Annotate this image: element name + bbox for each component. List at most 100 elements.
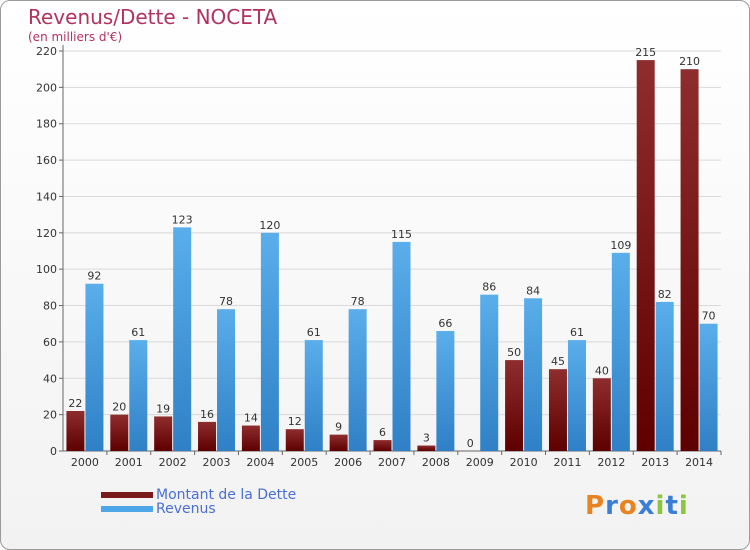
data-label-dette: 9 — [335, 421, 342, 434]
bar-revenus — [655, 301, 674, 451]
data-label-dette: 0 — [467, 437, 474, 450]
y-tick-label: 0 — [50, 445, 57, 458]
data-label-dette: 45 — [551, 355, 565, 368]
data-label-revenus: 82 — [658, 288, 672, 301]
x-tick-label: 2010 — [510, 456, 538, 469]
data-label-revenus: 109 — [610, 239, 631, 252]
legend-item-dette: Montant de la Dette — [101, 487, 297, 503]
x-tick-label: 2002 — [159, 456, 187, 469]
data-label-dette: 215 — [635, 46, 656, 59]
data-label-dette: 12 — [288, 415, 302, 428]
bar-dette — [241, 425, 260, 451]
legend-item-revenus: Revenus — [101, 501, 216, 517]
y-tick-label: 160 — [36, 154, 57, 167]
data-label-dette: 19 — [156, 402, 170, 415]
y-tick-label: 180 — [36, 118, 57, 131]
x-tick-label: 2012 — [597, 456, 625, 469]
data-label-revenus: 120 — [259, 219, 280, 232]
logo-letter: o — [618, 491, 638, 521]
y-tick-label: 80 — [43, 300, 57, 313]
data-label-revenus: 92 — [87, 270, 101, 283]
y-tick-label: 20 — [43, 409, 57, 422]
y-tick-label: 140 — [36, 190, 57, 203]
x-tick-label: 2000 — [71, 456, 99, 469]
data-label-revenus: 86 — [482, 281, 496, 294]
bar-dette — [548, 369, 567, 451]
x-tick-label: 2013 — [641, 456, 669, 469]
bar-revenus — [524, 298, 543, 451]
bar-dette — [285, 429, 304, 451]
data-label-dette: 3 — [423, 432, 430, 445]
bar-revenus — [611, 252, 630, 451]
data-label-revenus: 70 — [702, 310, 716, 323]
logo-letter: i — [678, 491, 689, 521]
data-label-dette: 20 — [112, 401, 126, 414]
bar-dette — [110, 414, 129, 451]
data-label-dette: 16 — [200, 408, 214, 421]
y-tick-label: 220 — [36, 45, 57, 58]
data-label-dette: 50 — [507, 346, 521, 359]
x-tick-label: 2003 — [203, 456, 231, 469]
bar-revenus — [567, 340, 586, 451]
legend-label-revenus: Revenus — [156, 501, 216, 517]
legend-label-dette: Montant de la Dette — [156, 487, 297, 503]
x-tick-label: 2009 — [466, 456, 494, 469]
bar-revenus — [304, 340, 323, 451]
logo-letter: P — [585, 491, 606, 521]
data-label-dette: 14 — [244, 412, 258, 425]
data-label-dette: 22 — [68, 397, 82, 410]
y-tick-label: 60 — [43, 336, 57, 349]
data-label-revenus: 61 — [307, 326, 321, 339]
proxiti-logo: Proxiti — [585, 491, 689, 521]
bar-dette — [417, 445, 436, 451]
data-label-dette: 40 — [595, 364, 609, 377]
x-tick-label: 2006 — [334, 456, 362, 469]
legend-swatch-dette — [101, 492, 153, 498]
x-tick-label: 2011 — [553, 456, 581, 469]
y-tick-label: 120 — [36, 227, 57, 240]
bar-revenus — [173, 227, 192, 451]
x-tick-label: 2008 — [422, 456, 450, 469]
bar-dette — [66, 411, 85, 451]
chart-title: Revenus/Dette - NOCETA — [28, 5, 278, 29]
bar-revenus — [85, 283, 104, 451]
bar-dette — [636, 60, 655, 451]
data-label-dette: 6 — [379, 426, 386, 439]
bar-revenus — [480, 294, 499, 451]
data-label-revenus: 78 — [351, 295, 365, 308]
x-tick-label: 2014 — [685, 456, 713, 469]
x-tick-label: 2007 — [378, 456, 406, 469]
bar-dette — [154, 416, 173, 451]
bar-revenus — [348, 309, 367, 451]
data-label-revenus: 123 — [172, 213, 193, 226]
data-label-revenus: 66 — [438, 317, 452, 330]
logo-letter: i — [655, 491, 666, 521]
logo-letter: r — [605, 491, 619, 521]
logo-letter: x — [637, 491, 656, 521]
bar-revenus — [392, 241, 411, 451]
x-tick-label: 2005 — [290, 456, 318, 469]
bar-dette — [329, 434, 348, 451]
bar-dette — [505, 360, 524, 451]
y-tick-label: 200 — [36, 81, 57, 94]
bar-dette — [198, 421, 217, 451]
bar-revenus — [260, 232, 279, 451]
bar-dette — [680, 69, 699, 451]
data-label-revenus: 61 — [570, 326, 584, 339]
data-label-revenus: 78 — [219, 295, 233, 308]
y-tick-label: 100 — [36, 263, 57, 276]
bar-revenus — [217, 309, 236, 451]
bar-revenus — [129, 340, 148, 451]
data-label-revenus: 115 — [391, 228, 412, 241]
data-label-dette: 210 — [679, 55, 700, 68]
bar-revenus — [699, 323, 718, 451]
bar-dette — [592, 378, 611, 451]
chart-subtitle: (en milliers d'€) — [28, 30, 123, 44]
data-label-revenus: 61 — [131, 326, 145, 339]
bar-dette — [373, 440, 392, 451]
x-tick-label: 2004 — [246, 456, 274, 469]
bar-revenus — [436, 331, 455, 451]
data-label-revenus: 84 — [526, 284, 540, 297]
